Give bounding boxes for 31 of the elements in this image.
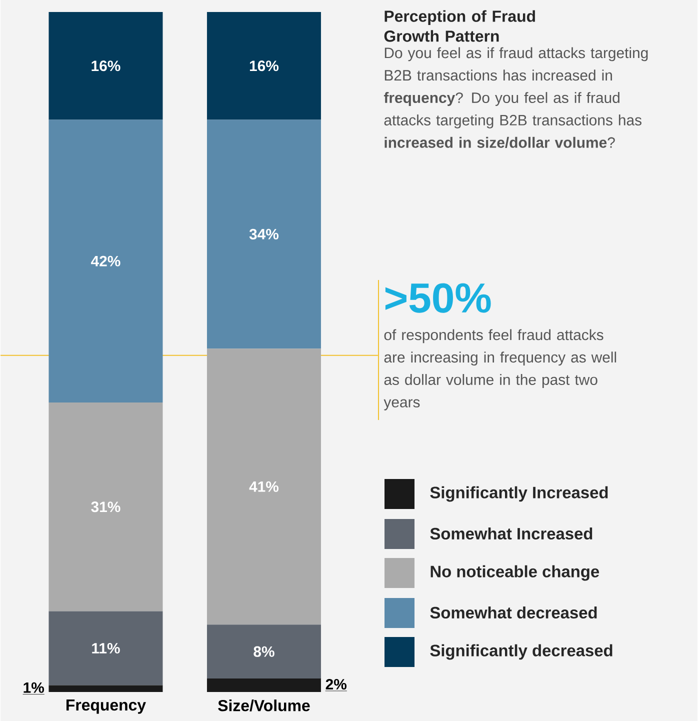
data-label: 2%	[326, 678, 347, 690]
data-label: 42%	[91, 256, 121, 266]
bar	[48, 120, 163, 402]
bar	[207, 12, 322, 120]
data-label: 16%	[250, 60, 279, 72]
bar	[48, 685, 163, 692]
text: Do you feel as if fraud attacks targeting B2B transactions has increased in frequency? Do you feel as if fraud attacks targeting B2B transactions has increased in size/dollar volume?	[384, 47, 648, 148]
bar	[48, 402, 163, 612]
text: Perception of Fraud Growth Pattern	[384, 10, 536, 42]
data-label: 1%	[24, 682, 44, 693]
data-label: 8%	[254, 646, 275, 657]
bar	[48, 611, 163, 686]
legend-label: Somewhat decreased	[430, 606, 597, 619]
bar	[207, 120, 322, 349]
data-label: 16%	[92, 60, 121, 72]
bar	[207, 624, 322, 679]
bar	[207, 348, 322, 625]
bar	[48, 12, 163, 120]
data-label: 11%	[92, 642, 120, 654]
data-label: 34%	[250, 228, 279, 240]
data-label: 31%	[91, 502, 121, 512]
legend-label: Significantly decreased	[430, 644, 612, 660]
x-tick-label: Frequency	[66, 700, 146, 714]
text: of respondents feel fraud attacks are increasing in frequency as well as dollar volume in the past two years	[384, 329, 616, 410]
x-tick-label: Size/Volume	[218, 700, 310, 712]
bar	[207, 678, 322, 692]
legend-label: Somewhat Increased	[430, 527, 592, 540]
ref-line-label: >50%	[386, 283, 492, 313]
legend-label: Significantly Increased	[430, 486, 608, 502]
data-label: 41%	[249, 481, 279, 492]
legend-label: No noticeable change	[431, 565, 600, 581]
